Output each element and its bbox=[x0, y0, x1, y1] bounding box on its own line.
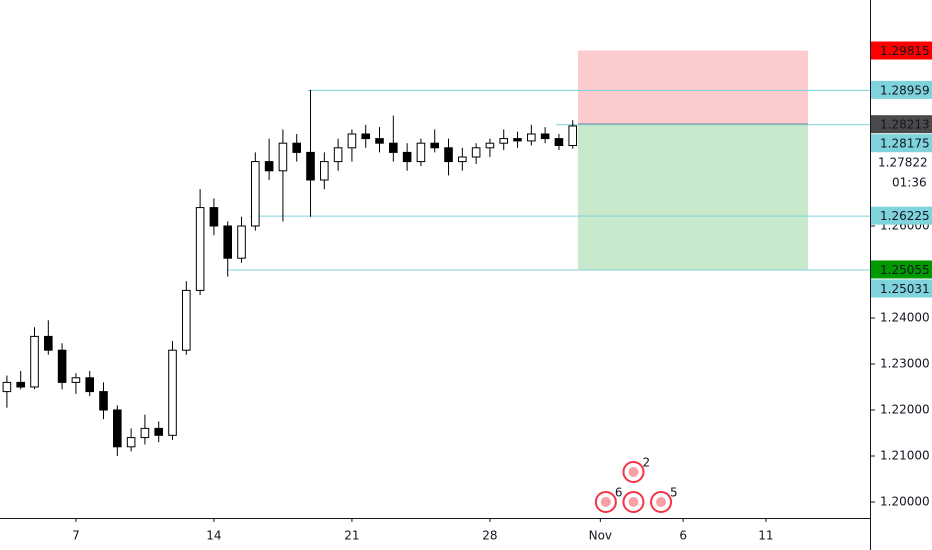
x-tick-label: 7 bbox=[72, 529, 80, 543]
event-icon-inner bbox=[628, 467, 639, 477]
candle-body bbox=[99, 391, 108, 411]
x-tick-label: Nov bbox=[589, 529, 612, 543]
event-count: 5 bbox=[670, 486, 678, 500]
candle-body bbox=[2, 381, 12, 393]
candle-body bbox=[499, 138, 509, 144]
price-label: 1.25055 bbox=[880, 263, 930, 277]
candle-body bbox=[527, 133, 536, 142]
candle-body bbox=[237, 225, 246, 259]
candle-body bbox=[513, 138, 522, 142]
candle-body bbox=[30, 335, 39, 388]
candle-body bbox=[458, 156, 467, 163]
candle-body bbox=[264, 161, 274, 172]
x-tick-label: 14 bbox=[206, 529, 221, 543]
candle-body bbox=[333, 147, 343, 163]
candle-body bbox=[554, 138, 564, 146]
candle-body bbox=[430, 142, 440, 149]
price-label-box bbox=[871, 41, 932, 60]
price-label-box bbox=[871, 279, 932, 298]
candle-body bbox=[568, 125, 578, 146]
y-tick-label: 1.23000 bbox=[880, 356, 930, 370]
candle-body bbox=[347, 133, 357, 149]
candle-body bbox=[182, 289, 191, 351]
candle-body bbox=[168, 349, 177, 436]
candle-body bbox=[71, 377, 81, 383]
candle-body bbox=[361, 133, 371, 140]
candle-body bbox=[292, 142, 302, 153]
x-tick-label: 6 bbox=[679, 529, 687, 543]
candle-body bbox=[389, 142, 398, 153]
price-label: 1.26225 bbox=[880, 209, 930, 223]
y-tick-label: 1.20000 bbox=[880, 494, 930, 508]
event-count: 6 bbox=[615, 486, 623, 500]
candle-body bbox=[375, 138, 384, 144]
candle-body bbox=[195, 207, 205, 291]
price-label-box bbox=[871, 134, 932, 153]
x-tick-label: 21 bbox=[344, 529, 359, 543]
candle-body bbox=[113, 409, 122, 448]
candle-body bbox=[44, 335, 53, 351]
target-zone bbox=[577, 124, 808, 270]
candle-body bbox=[126, 437, 136, 448]
candle-body bbox=[320, 161, 329, 181]
candle-body bbox=[140, 427, 150, 439]
stop-zone bbox=[577, 50, 808, 125]
price-label-box bbox=[871, 260, 932, 279]
candle-body bbox=[306, 151, 315, 181]
candle-body bbox=[471, 147, 481, 158]
event-count: 2 bbox=[642, 456, 650, 470]
price-label: 1.28175 bbox=[880, 137, 930, 151]
price-label-box bbox=[871, 115, 932, 134]
price-label-box bbox=[871, 80, 932, 99]
candle-body bbox=[416, 142, 426, 163]
candle-body bbox=[485, 142, 495, 149]
y-tick-label: 1.24000 bbox=[880, 310, 930, 324]
candle-body bbox=[16, 381, 25, 388]
price-label: 1.28959 bbox=[880, 83, 930, 97]
event-icon-inner bbox=[600, 497, 611, 507]
candle-body bbox=[223, 225, 233, 259]
candle-body bbox=[402, 151, 412, 163]
x-tick-label: 11 bbox=[758, 529, 773, 543]
candle-body bbox=[540, 133, 550, 140]
x-tick-label: 28 bbox=[482, 529, 497, 543]
event-icon-inner bbox=[628, 497, 639, 507]
candle-body bbox=[209, 207, 219, 227]
y-tick-label: 1.21000 bbox=[880, 448, 930, 462]
y-tick-label: 1.22000 bbox=[880, 402, 930, 416]
candle-body bbox=[278, 142, 288, 172]
event-icon-inner bbox=[656, 497, 667, 507]
price-label: 1.27822 bbox=[878, 156, 928, 170]
candle-body bbox=[251, 161, 260, 227]
price-label-box bbox=[871, 206, 932, 225]
candle-body bbox=[85, 377, 95, 393]
candle-body bbox=[57, 349, 67, 383]
price-label: 1.29815 bbox=[880, 44, 930, 58]
price-label: 1.25031 bbox=[880, 282, 930, 296]
candle-body bbox=[154, 427, 164, 436]
price-label: 01:36 bbox=[892, 176, 927, 190]
price-label: 1.28213 bbox=[880, 118, 930, 132]
candle-body bbox=[444, 147, 453, 163]
